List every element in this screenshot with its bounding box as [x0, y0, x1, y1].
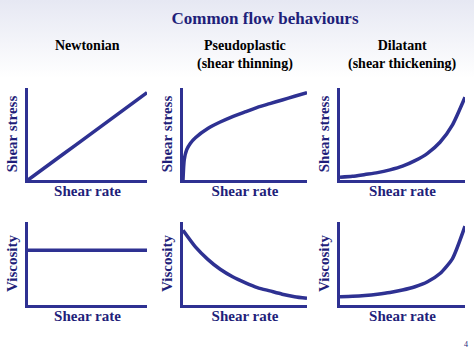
- svg-text:Shear stress: Shear stress: [316, 96, 332, 173]
- svg-text:Pseudoplastic(shear thinning): Pseudoplastic(shear thinning): [197, 38, 293, 72]
- svg-text:Shear rate: Shear rate: [369, 308, 436, 324]
- svg-text:Shear stress: Shear stress: [4, 96, 20, 173]
- svg-text:Viscosity: Viscosity: [316, 235, 332, 292]
- svg-text:Common flow behaviours: Common flow behaviours: [171, 9, 358, 28]
- svg-text:4: 4: [464, 340, 468, 349]
- svg-text:Shear rate: Shear rate: [54, 183, 121, 199]
- svg-text:Newtonian: Newtonian: [55, 38, 120, 53]
- svg-text:Shear rate: Shear rate: [54, 308, 121, 324]
- svg-text:Dilatant(shear thickening): Dilatant(shear thickening): [348, 38, 457, 72]
- svg-text:Viscosity: Viscosity: [4, 235, 20, 292]
- svg-text:Shear rate: Shear rate: [212, 183, 279, 199]
- svg-text:Viscosity: Viscosity: [159, 235, 175, 292]
- svg-text:Shear rate: Shear rate: [212, 308, 279, 324]
- svg-text:Shear stress: Shear stress: [159, 96, 175, 173]
- svg-text:Shear rate: Shear rate: [369, 183, 436, 199]
